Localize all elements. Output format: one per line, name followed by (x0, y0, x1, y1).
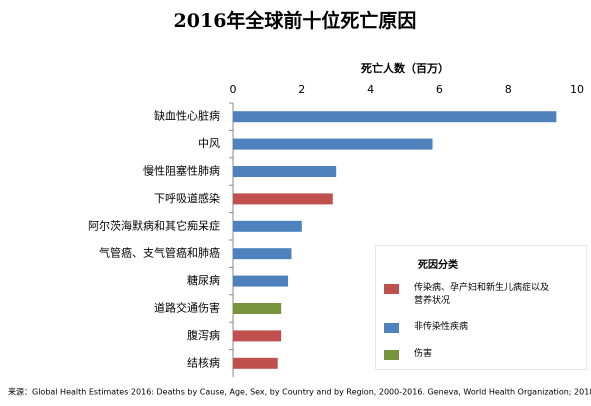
legend-swatch (384, 284, 399, 294)
x-tick-label: 2 (298, 83, 305, 96)
y-tick-label: 下呼吸道感染 (154, 191, 220, 205)
legend-item: 伤害 (384, 348, 584, 361)
x-tick-label: 6 (436, 83, 443, 96)
legend-swatch (384, 350, 399, 360)
legend-label: 传染病、孕产妇和新生儿病症以及营养状况 (414, 283, 550, 306)
bar (233, 330, 282, 342)
bar (233, 193, 333, 205)
x-tick-label: 0 (230, 83, 237, 96)
legend-label: 伤害 (414, 349, 433, 359)
bar (233, 248, 292, 260)
bar (233, 357, 278, 369)
y-tick-label: 腹泻病 (187, 328, 220, 342)
bar (233, 303, 282, 314)
y-tick-label: 慢性阻塞性肺病 (143, 164, 220, 178)
y-tick-label: 中风 (198, 137, 220, 150)
source: 来源：Global Health Estimates 2016: Deaths … (8, 388, 591, 397)
legend: 死因分类 传染病、孕产妇和新生儿病症以及营养状况非传染性疾病 伤害 (375, 245, 587, 370)
chart-title: 2016年全球前十位死亡原因 (174, 9, 417, 32)
bar (233, 166, 337, 177)
axis-title: 死亡人数（百万） (361, 61, 449, 75)
legend-item: 非传染性疾病 (384, 321, 584, 334)
legend-title: 死因分类 (418, 260, 458, 271)
x-tick-label: 10 (570, 83, 584, 96)
y-tick-label: 气管癌、支气管癌和肺癌 (99, 246, 220, 260)
y-tick-label: 阿尔茨海默病和其它痴呆症 (88, 218, 220, 232)
y-tick-label: 糖尿病 (187, 273, 220, 287)
y-tick-label: 结核病 (187, 355, 220, 369)
y-tick-label: 道路交通伤害 (154, 301, 220, 315)
legend-swatch (384, 323, 399, 333)
x-tick-label: 4 (367, 83, 374, 96)
x-tick-label: 8 (505, 83, 512, 96)
y-tick-label: 缺血性心脏病 (154, 109, 220, 123)
bar (233, 275, 289, 287)
bar (233, 138, 433, 150)
bar (233, 111, 557, 123)
legend-item: 传染病、孕产妇和新生儿病症以及营养状况 (384, 282, 584, 308)
legend-label: 非传染性疾病 (414, 322, 469, 332)
bar (233, 220, 302, 232)
